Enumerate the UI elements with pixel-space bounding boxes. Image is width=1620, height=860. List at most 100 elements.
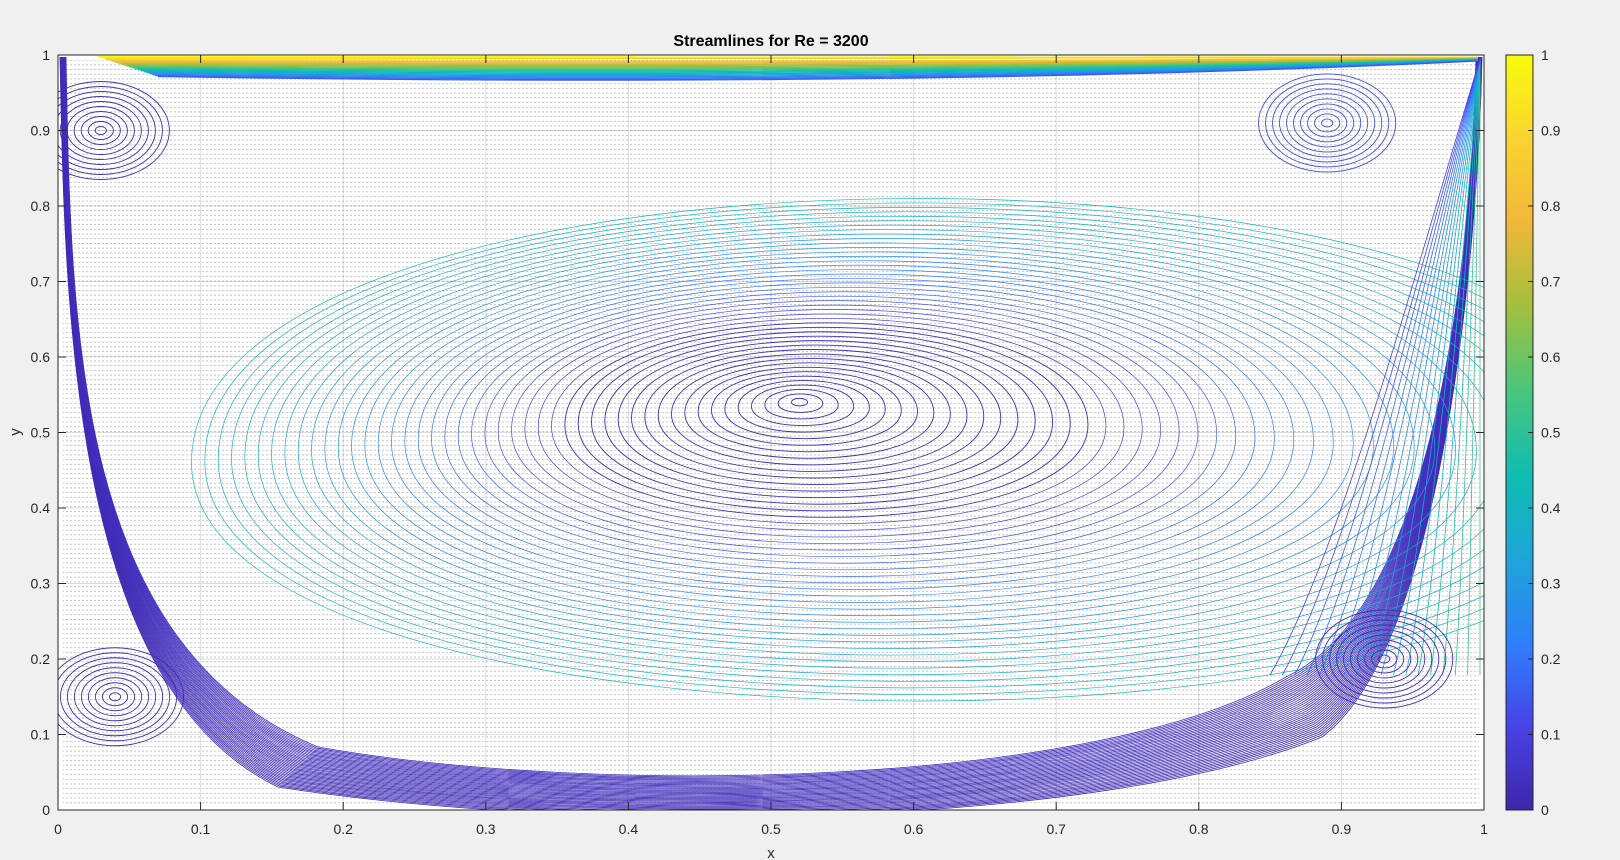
secondary-vortex-bottom-left <box>59 657 171 737</box>
streamline-ring <box>697 366 918 453</box>
streamline-ring <box>271 224 1484 662</box>
streamline-right-wall <box>1417 58 1481 676</box>
secondary-vortex-top-right <box>1307 108 1348 138</box>
colorbar-tick-label: 0.1 <box>1541 727 1561 743</box>
y-tick-label: 1 <box>42 47 50 63</box>
x-tick-label: 0 <box>54 821 62 837</box>
colorbar-tick-label: 0.5 <box>1541 425 1561 441</box>
secondary-vortex-bottom-right <box>1329 619 1440 699</box>
streamline-ring <box>257 220 1484 669</box>
x-axis-label: x <box>767 845 775 860</box>
y-tick-label: 0.7 <box>31 274 51 290</box>
secondary-vortex-bottom-right <box>1315 609 1454 709</box>
secondary-vortex-top-left <box>73 111 128 150</box>
streamline-ring <box>324 242 1436 636</box>
y-tick-label: 0.3 <box>31 576 51 592</box>
y-tick-label: 0 <box>42 802 50 818</box>
streamline-right-wall <box>1294 58 1481 676</box>
streamline-right-wall <box>1393 58 1481 676</box>
streamline-ring <box>457 287 1237 571</box>
secondary-vortex-bottom-left <box>73 667 157 727</box>
streamline-ring <box>617 340 1019 492</box>
streamline-ring <box>577 326 1071 512</box>
x-tick-label: 1 <box>1480 821 1488 837</box>
secondary-vortex-top-left <box>58 96 149 165</box>
secondary-vortex-bottom-right <box>1357 639 1412 679</box>
streamline-ring <box>377 260 1354 610</box>
secondary-vortex-top-right <box>1286 93 1369 153</box>
y-tick-label: 0.5 <box>31 425 51 441</box>
secondary-vortex-bottom-right <box>1364 644 1405 674</box>
y-tick-label: 0.4 <box>31 500 51 516</box>
streamline-ring <box>351 251 1395 623</box>
colorbar-tick-label: 0 <box>1541 802 1549 818</box>
streamline-ring <box>524 309 1143 538</box>
secondary-vortex-bottom-left <box>58 647 185 747</box>
streamline-ring <box>537 313 1125 531</box>
y-axis: 0 0.1 0.2 0.3 0.4 0.5 0.6 0.7 0.8 0.9 1 <box>31 47 1484 818</box>
y-axis-label: y <box>7 428 24 436</box>
streamline-right-wall <box>1454 58 1481 676</box>
secondary-vortex-top-right <box>1265 78 1390 168</box>
streamline-ring <box>764 389 839 420</box>
secondary-vortex-top-right <box>1258 73 1397 173</box>
y-tick-label: 0.6 <box>31 349 51 365</box>
secondary-vortex-bottom-left <box>101 687 129 707</box>
streamline-right-wall <box>1368 58 1481 676</box>
colorbar-tick-label: 0.8 <box>1541 198 1561 214</box>
secondary-vortex-bottom-right <box>1343 629 1426 689</box>
secondary-vortex-top-right <box>1321 118 1334 128</box>
streamline-ring <box>297 233 1477 649</box>
secondary-vortex-bottom-right <box>1336 624 1433 694</box>
streamline-ring <box>391 264 1334 603</box>
streamline-ring <box>684 362 935 459</box>
secondary-vortex-top-left <box>80 116 121 145</box>
streamline-ring <box>711 371 902 446</box>
streamline-ring <box>484 295 1199 557</box>
streamline-ring <box>791 397 808 407</box>
velocity-vector-field <box>63 60 1479 805</box>
secondary-vortex-bottom-left <box>87 677 143 717</box>
streamline-ring <box>231 211 1484 682</box>
x-axis: 0 0.1 0.2 0.3 0.4 0.5 0.6 0.7 0.8 0.9 1 <box>54 55 1488 837</box>
y-tick-label: 0.2 <box>31 651 51 667</box>
secondary-vortex-bottom-left <box>108 692 122 702</box>
colorbar-ticks: 0 0.1 0.2 0.3 0.4 0.5 0.6 0.7 0.8 0.9 1 <box>1528 47 1561 818</box>
colorbar-tick-label: 0.4 <box>1541 500 1561 516</box>
secondary-vortex-top-right <box>1314 113 1341 133</box>
x-tick-label: 0.8 <box>1189 821 1209 837</box>
x-tick-label: 0.1 <box>191 821 211 837</box>
streamline-ring <box>657 353 968 472</box>
streamline-ring <box>204 202 1484 695</box>
x-tick-label: 0.6 <box>904 821 924 837</box>
secondary-vortex-bottom-left <box>94 682 136 712</box>
streamline-right-wall <box>1405 58 1481 676</box>
chart-title: Streamlines for Re = 3200 <box>673 33 868 50</box>
streamline-right-wall <box>1356 58 1481 676</box>
streamline-ring <box>217 207 1484 689</box>
colorbar-gradient <box>1505 54 1534 811</box>
secondary-vortex-top-right <box>1293 98 1362 148</box>
streamline-ring <box>404 269 1314 597</box>
secondary-vortex-bottom-left <box>58 652 178 742</box>
streamline-ring <box>671 358 951 466</box>
x-tick-label: 0.2 <box>333 821 353 837</box>
secondary-vortex-top-left <box>58 86 163 175</box>
streamline-ring <box>284 229 1484 656</box>
secondary-vortex-bottom-right <box>1322 614 1447 704</box>
secondary-vortex-bottom-right <box>1350 634 1419 684</box>
secondary-vortex-bottom-right <box>1371 649 1398 669</box>
streamline-lid <box>157 60 1479 81</box>
streamline-ring <box>311 238 1456 643</box>
streamline-right-wall <box>1319 58 1481 676</box>
y-tick-label: 0.1 <box>31 727 51 743</box>
streamline-ring <box>244 216 1484 676</box>
streamline-ring <box>564 322 1089 518</box>
x-tick-label: 0.9 <box>1332 821 1352 837</box>
streamline-ring <box>604 335 1036 499</box>
streamline-ring <box>551 318 1107 525</box>
x-tick-label: 0.3 <box>476 821 496 837</box>
colorbar-tick-label: 1 <box>1541 47 1549 63</box>
streamline-ring <box>777 393 824 413</box>
